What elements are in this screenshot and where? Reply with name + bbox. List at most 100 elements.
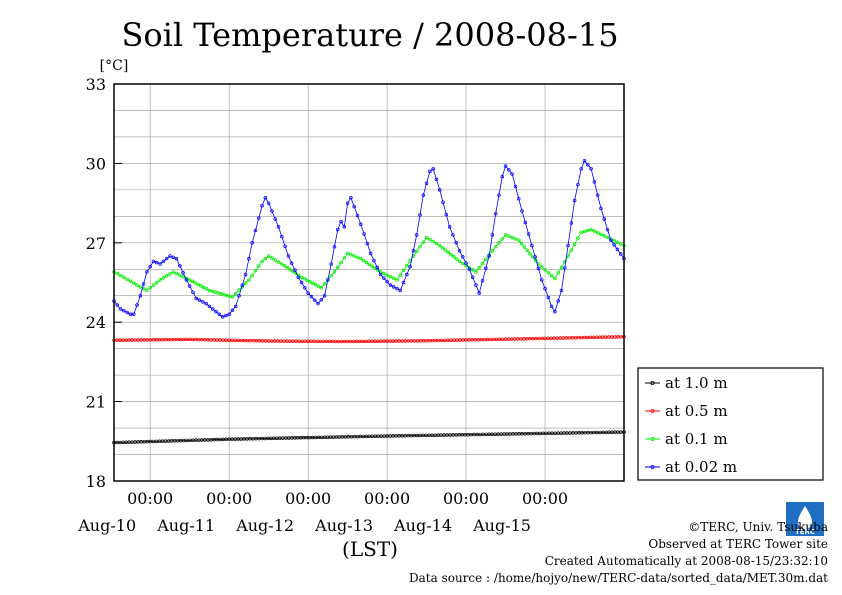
data-point bbox=[401, 280, 406, 285]
observed-text: Observed at TERC Tower site bbox=[648, 537, 828, 551]
x-date-label: Aug-15 bbox=[472, 516, 531, 535]
data-point bbox=[503, 233, 508, 237]
data-point bbox=[599, 232, 603, 237]
data-point bbox=[164, 256, 169, 261]
data-point bbox=[184, 278, 189, 282]
data-point bbox=[313, 283, 318, 287]
x-tick-label: 00:00 bbox=[364, 489, 410, 508]
data-point bbox=[207, 304, 212, 309]
data-point bbox=[586, 162, 590, 167]
data-point bbox=[335, 227, 340, 232]
data-point bbox=[115, 303, 120, 307]
x-date-label: Aug-10 bbox=[77, 516, 136, 535]
data-point bbox=[559, 265, 564, 270]
data-point bbox=[503, 164, 508, 168]
data-point bbox=[470, 275, 475, 279]
data-point bbox=[457, 259, 462, 264]
logo-text: TERC bbox=[795, 528, 815, 536]
data-point bbox=[138, 293, 143, 298]
data-point bbox=[286, 254, 291, 258]
data-point bbox=[615, 240, 620, 245]
data-point bbox=[454, 257, 459, 261]
data-point bbox=[428, 169, 432, 174]
data-point bbox=[308, 279, 312, 284]
data-point bbox=[391, 285, 396, 289]
data-point bbox=[595, 193, 600, 197]
data-point bbox=[270, 209, 274, 213]
y-tick-label: 30 bbox=[86, 154, 106, 173]
data-point bbox=[526, 232, 531, 236]
legend: at 1.0 m at 0.5 m at 0.1 m at 0.02 m bbox=[637, 367, 824, 481]
data-point bbox=[319, 297, 324, 302]
data-point bbox=[418, 245, 422, 249]
data-point bbox=[280, 262, 284, 266]
legend-box bbox=[637, 367, 824, 481]
data-point bbox=[516, 196, 521, 201]
data-point bbox=[437, 188, 442, 192]
data-point bbox=[454, 241, 458, 245]
data-point bbox=[592, 180, 597, 184]
data-point bbox=[592, 229, 597, 233]
data-point bbox=[586, 228, 590, 233]
data-point bbox=[398, 273, 403, 277]
data-point bbox=[572, 242, 577, 246]
data-point bbox=[155, 260, 159, 265]
data-point bbox=[424, 181, 429, 186]
x-tick-label: 00:00 bbox=[127, 489, 173, 508]
data-point bbox=[528, 252, 532, 256]
series-line bbox=[113, 159, 625, 318]
data-point bbox=[497, 241, 501, 245]
data-point bbox=[125, 310, 129, 315]
data-point bbox=[543, 286, 547, 291]
data-point bbox=[441, 200, 445, 204]
data-point bbox=[510, 235, 514, 240]
data-point bbox=[382, 271, 386, 276]
data-point bbox=[339, 219, 343, 224]
data-point bbox=[599, 206, 603, 211]
data-point bbox=[418, 213, 422, 217]
data-point bbox=[405, 263, 409, 268]
legend-label: at 0.02 m bbox=[665, 458, 737, 476]
data-point bbox=[513, 237, 518, 241]
data-point bbox=[128, 279, 133, 283]
data-point bbox=[303, 286, 307, 290]
data-point bbox=[293, 268, 297, 272]
data-point bbox=[273, 258, 277, 262]
data-point bbox=[145, 288, 149, 293]
data-point bbox=[447, 225, 452, 229]
data-point bbox=[546, 270, 551, 275]
data-point bbox=[138, 285, 143, 289]
data-point bbox=[352, 254, 356, 258]
data-point bbox=[431, 166, 435, 171]
data-point bbox=[395, 278, 399, 282]
data-point bbox=[507, 234, 511, 238]
data-point bbox=[316, 284, 321, 289]
data-point bbox=[118, 307, 123, 311]
data-point bbox=[296, 275, 301, 279]
data-point bbox=[257, 216, 261, 220]
data-point bbox=[579, 230, 583, 234]
terc-logo: TERC bbox=[786, 502, 824, 536]
grid-lines bbox=[114, 83, 624, 482]
data-point bbox=[461, 255, 465, 259]
data-point bbox=[164, 274, 169, 278]
legend-marker bbox=[650, 436, 655, 441]
data-point bbox=[516, 238, 521, 242]
data-point bbox=[174, 256, 179, 261]
data-point bbox=[335, 265, 340, 270]
data-point bbox=[434, 177, 439, 182]
x-tick-label: 00:00 bbox=[285, 489, 331, 508]
data-point bbox=[493, 245, 498, 249]
data-point bbox=[342, 225, 347, 229]
data-point bbox=[128, 312, 133, 317]
data-point bbox=[487, 254, 491, 258]
data-point bbox=[326, 278, 330, 282]
data-point bbox=[618, 252, 623, 256]
data-point bbox=[220, 315, 225, 319]
water-drop-icon bbox=[798, 506, 812, 529]
data-point bbox=[250, 273, 254, 277]
data-point bbox=[398, 288, 403, 293]
data-point bbox=[539, 278, 544, 282]
data-point bbox=[171, 255, 175, 260]
